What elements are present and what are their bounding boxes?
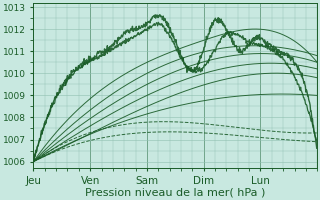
X-axis label: Pression niveau de la mer( hPa ): Pression niveau de la mer( hPa ) (85, 187, 266, 197)
